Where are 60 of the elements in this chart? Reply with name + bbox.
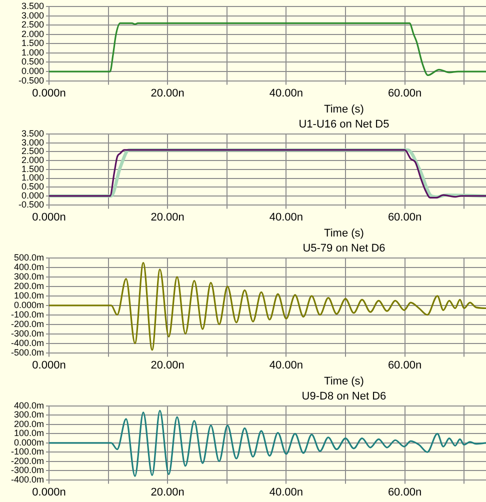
y-tick-label: 2.000 — [21, 28, 44, 39]
x-tick-label: 40.00n — [269, 359, 304, 372]
y-tick-label: 2.000 — [21, 155, 44, 166]
y-tick-label: 100.0m — [14, 290, 44, 300]
x-tick-label: 0.000n — [32, 359, 66, 372]
x-tick-label: 60.00n — [388, 359, 422, 372]
y-tick-label: -300.0m — [10, 465, 44, 476]
x-tick-label: 60.00n — [388, 87, 422, 100]
y-tick-label: 3.000 — [21, 10, 44, 20]
y-tick-label: -300.0m — [10, 328, 44, 338]
x-tick-label: 40.00n — [269, 486, 304, 498]
x-tick-label: 40.00n — [269, 211, 304, 224]
y-tick-label: 400.0m — [14, 400, 44, 410]
x-tick-label: 0.000n — [32, 87, 66, 100]
y-tick-label: 0.000m — [14, 437, 44, 448]
x-axis-title: Time (s) — [324, 228, 364, 240]
x-tick-label: 60.00n — [388, 211, 422, 224]
y-tick-label: 1.000 — [21, 47, 44, 58]
chart-title: U5-79 on Net D6 — [302, 242, 386, 255]
x-tick-label: 60.00n — [388, 486, 422, 498]
x-tick-label: 0.000n — [32, 486, 66, 498]
y-tick-label: -400.0m — [10, 474, 44, 484]
y-tick-label: 3.000 — [21, 137, 44, 148]
x-axis-title: Time (s) — [324, 104, 364, 116]
y-tick-label: 2.500 — [21, 146, 44, 156]
y-tick-label: 1.500 — [21, 38, 44, 48]
y-tick-label: -400.0m — [10, 338, 44, 348]
y-tick-label: 200.0m — [14, 418, 44, 429]
y-tick-label: 3.500 — [21, 0, 44, 11]
y-tick-label: -100.0m — [10, 446, 44, 457]
x-tick-label: 20.00n — [150, 211, 184, 224]
y-tick-label: -500.0m — [10, 347, 44, 358]
chart-title: U9-D8 on Net D6 — [302, 390, 386, 403]
x-tick-label: 20.00n — [150, 486, 184, 498]
y-tick-label: 0.500 — [21, 56, 44, 67]
y-tick-label: 3.500 — [21, 128, 44, 138]
y-tick-label: 0.000 — [21, 190, 44, 200]
x-tick-label: 40.00n — [269, 87, 304, 100]
y-tick-label: 300.0m — [14, 271, 44, 282]
chart-title: U1-U16 on Net D5 — [298, 118, 390, 131]
y-tick-label: -200.0m — [10, 318, 44, 329]
y-tick-label: 100.0m — [14, 428, 44, 438]
y-tick-label: 500.0m — [14, 252, 44, 262]
y-tick-label: 0.500 — [21, 182, 44, 192]
y-tick-label: 400.0m — [14, 262, 44, 272]
x-tick-label: 0.000n — [32, 211, 66, 224]
y-tick-label: 2.500 — [21, 20, 44, 30]
y-tick-label: 0.000m — [14, 300, 44, 310]
y-tick-label: 0.000 — [21, 66, 44, 76]
x-tick-label: 20.00n — [150, 359, 184, 372]
y-tick-label: -100.0m — [10, 309, 44, 320]
y-tick-label: -0.500 — [18, 75, 44, 86]
x-tick-label: 20.00n — [150, 87, 184, 100]
y-tick-label: 300.0m — [14, 410, 44, 420]
y-tick-label: 1.500 — [21, 164, 44, 174]
y-tick-label: 200.0m — [14, 280, 44, 291]
y-tick-label: -200.0m — [10, 456, 44, 466]
y-tick-label: 1.000 — [21, 172, 44, 183]
x-axis-title: Time (s) — [324, 376, 364, 388]
y-tick-label: -0.500 — [18, 199, 44, 210]
